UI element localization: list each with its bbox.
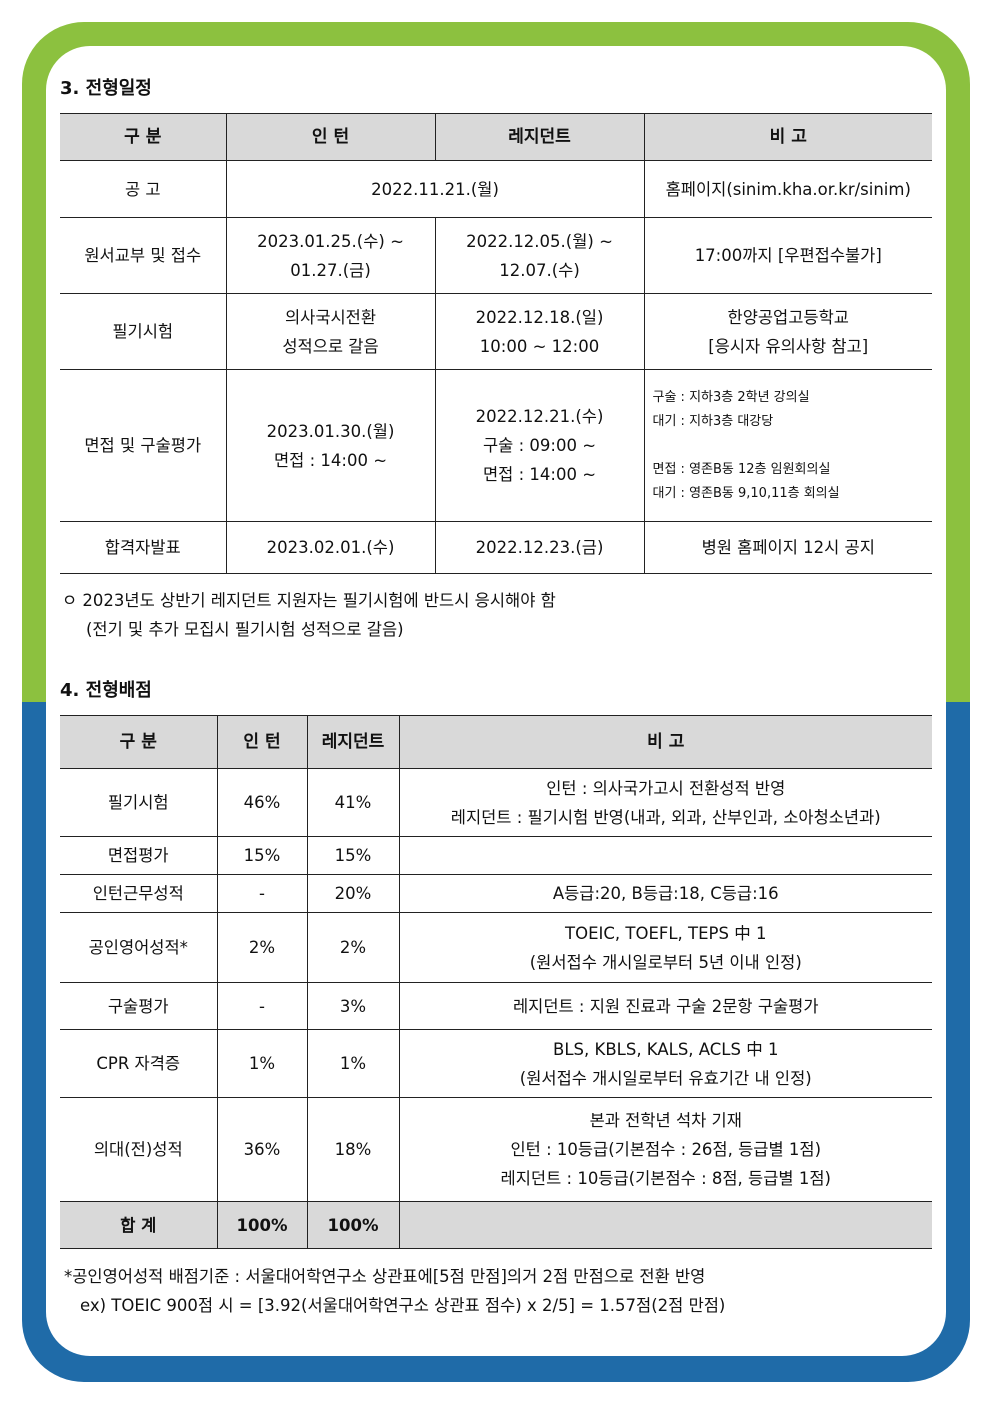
note-cell: 구술 : 지하3층 2학년 강의실 대기 : 지하3층 대강당 면접 : 영존B…	[643, 369, 932, 522]
section4-title: 4. 전형배점	[60, 680, 152, 701]
table-row: 원서교부 및 접수 2023.01.25.(수) ~ 01.27.(금) 202…	[60, 217, 932, 294]
table-row: 면접 및 구술평가 2023.01.30.(월) 면접 : 14:00 ~ 20…	[60, 369, 932, 522]
row-label: 합격자발표	[60, 521, 227, 574]
note-cell: 한양공업고등학교 [응시자 유의사항 참고]	[643, 293, 932, 370]
total-intern: 100%	[216, 1201, 308, 1249]
table-row: 면접평가 15% 15%	[60, 836, 932, 875]
header-resident: 레지던트	[434, 113, 645, 161]
table-row: CPR 자격증 1% 1% BLS, KBLS, KALS, ACLS 中 1 …	[60, 1029, 932, 1098]
resident-cell: 20%	[306, 874, 400, 913]
row-label: 인턴근무성적	[60, 874, 218, 913]
total-resident: 100%	[306, 1201, 400, 1249]
note-cell: 본과 전학년 석차 기재 인턴 : 10등급(기본점수 : 26점, 등급별 1…	[398, 1097, 932, 1202]
intern-cell: -	[216, 982, 308, 1030]
intern-cell: 2023.01.25.(수) ~ 01.27.(금)	[225, 217, 436, 294]
section4-footnote: *공인영어성적 배점기준 : 서울대어학연구소 상관표에[5점 만점]의거 2점…	[64, 1267, 726, 1315]
row-label: 공 고	[60, 160, 227, 218]
resident-cell: 18%	[306, 1097, 400, 1202]
header-note: 비 고	[643, 113, 932, 161]
row-label: 의대(전)성적	[60, 1097, 218, 1202]
intern-cell: 36%	[216, 1097, 308, 1202]
table-row: 구술평가 - 3% 레지던트 : 지원 진료과 구술 2문항 구술평가	[60, 982, 932, 1030]
header-resident: 레지던트	[306, 715, 400, 769]
resident-cell: 2022.12.18.(일) 10:00 ~ 12:00	[434, 293, 645, 370]
header-intern: 인 턴	[216, 715, 308, 769]
note-cell: 17:00까지 [우편접수불가]	[643, 217, 932, 294]
resident-cell: 1%	[306, 1029, 400, 1098]
note-cell: 레지던트 : 지원 진료과 구술 2문항 구술평가	[398, 982, 932, 1030]
intern-cell: 2023.02.01.(수)	[225, 521, 436, 574]
row-label: CPR 자격증	[60, 1029, 218, 1098]
total-row: 합 계 100% 100%	[60, 1201, 932, 1249]
notice-note: 홈페이지(sinim.kha.or.kr/sinim)	[643, 160, 932, 218]
resident-cell: 2022.12.23.(금)	[434, 521, 645, 574]
table-row: 필기시험 의사국시전환 성적으로 갈음 2022.12.18.(일) 10:00…	[60, 293, 932, 370]
table-row: 인턴근무성적 - 20% A등급:20, B등급:18, C등급:16	[60, 874, 932, 913]
resident-cell: 2022.12.05.(월) ~ 12.07.(수)	[434, 217, 645, 294]
section3-title: 3. 전형일정	[60, 78, 152, 99]
total-note	[398, 1201, 932, 1249]
row-label: 원서교부 및 접수	[60, 217, 227, 294]
resident-cell: 3%	[306, 982, 400, 1030]
row-label: 공인영어성적*	[60, 912, 218, 983]
table-row: 공 고 2022.11.21.(월) 홈페이지(sinim.kha.or.kr/…	[60, 160, 932, 218]
intern-cell: 1%	[216, 1029, 308, 1098]
scoring-table: 구 분 인 턴 레지던트 비 고 필기시험 46% 41% 인턴 : 의사국가고…	[60, 715, 932, 1249]
notice-date: 2022.11.21.(월)	[225, 160, 645, 218]
row-label: 면접 및 구술평가	[60, 369, 227, 522]
note-cell: TOEIC, TOEFL, TEPS 中 1 (원서접수 개시일로부터 5년 이…	[398, 912, 932, 983]
header-intern: 인 턴	[225, 113, 436, 161]
note-cell: 인턴 : 의사국가고시 전환성적 반영 레지던트 : 필기시험 반영(내과, 외…	[398, 768, 932, 837]
table-header-row: 구 분 인 턴 레지던트 비 고	[60, 113, 932, 161]
note-cell: 병원 홈페이지 12시 공지	[643, 521, 932, 574]
note-cell	[398, 836, 932, 875]
intern-cell: -	[216, 874, 308, 913]
row-label: 필기시험	[60, 768, 218, 837]
intern-cell: 의사국시전환 성적으로 갈음	[225, 293, 436, 370]
section3-footnote: ㅇ 2023년도 상반기 레지던트 지원자는 필기시험에 반드시 응시해야 함 …	[62, 591, 556, 639]
table-row: 의대(전)성적 36% 18% 본과 전학년 석차 기재 인턴 : 10등급(기…	[60, 1097, 932, 1202]
intern-cell: 2023.01.30.(월) 면접 : 14:00 ~	[225, 369, 436, 522]
table-header-row: 구 분 인 턴 레지던트 비 고	[60, 715, 932, 769]
note-cell: A등급:20, B등급:18, C등급:16	[398, 874, 932, 913]
total-label: 합 계	[60, 1201, 218, 1249]
table-row: 합격자발표 2023.02.01.(수) 2022.12.23.(금) 병원 홈…	[60, 521, 932, 574]
resident-cell: 2%	[306, 912, 400, 983]
note-cell: BLS, KBLS, KALS, ACLS 中 1 (원서접수 개시일로부터 유…	[398, 1029, 932, 1098]
resident-cell: 15%	[306, 836, 400, 875]
resident-cell: 41%	[306, 768, 400, 837]
row-label: 면접평가	[60, 836, 218, 875]
intern-cell: 46%	[216, 768, 308, 837]
resident-cell: 2022.12.21.(수) 구술 : 09:00 ~ 면접 : 14:00 ~	[434, 369, 645, 522]
schedule-table: 구 분 인 턴 레지던트 비 고 공 고 2022.11.21.(월) 홈페이지…	[60, 113, 932, 574]
table-row: 필기시험 46% 41% 인턴 : 의사국가고시 전환성적 반영 레지던트 : …	[60, 768, 932, 837]
header-note: 비 고	[398, 715, 932, 769]
table-row: 공인영어성적* 2% 2% TOEIC, TOEFL, TEPS 中 1 (원서…	[60, 912, 932, 983]
intern-cell: 2%	[216, 912, 308, 983]
intern-cell: 15%	[216, 836, 308, 875]
header-category: 구 분	[60, 715, 218, 769]
header-category: 구 분	[60, 113, 227, 161]
row-label: 필기시험	[60, 293, 227, 370]
row-label: 구술평가	[60, 982, 218, 1030]
